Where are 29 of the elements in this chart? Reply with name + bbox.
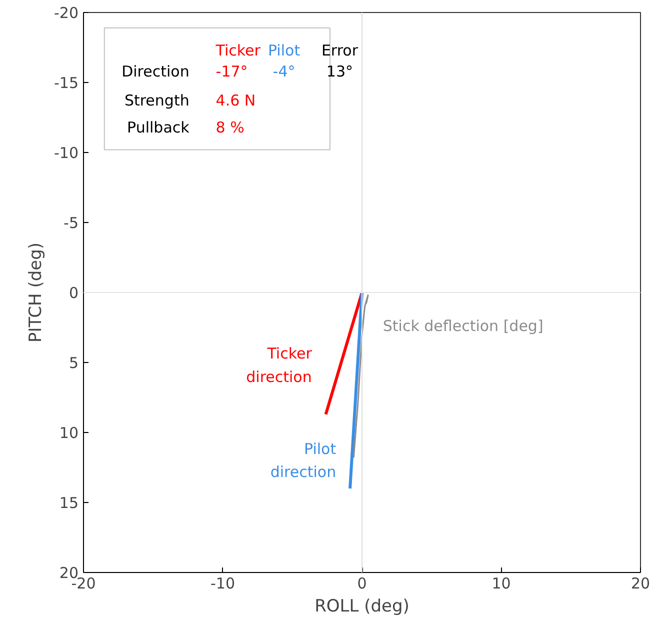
y-tick-label: -15 [54,74,78,92]
y-tick-label: -10 [54,144,78,162]
x-tick-label: 0 [357,574,367,592]
x-tick-label: 10 [492,574,511,592]
annotation: Error [321,41,359,60]
annotation: Ticker [214,41,262,60]
series-label: Pilot direction [270,440,336,482]
annotation: 13° [326,62,354,80]
annotation: -4° [272,62,296,80]
y-tick-label: 15 [59,494,79,512]
y-axis-title: PITCH (deg) [26,242,46,343]
x-tick-label: 20 [630,574,650,592]
x-axis-title: ROLL (deg) [314,596,410,616]
x-tick-label: -10 [210,574,235,592]
y-tick-label: 5 [68,354,79,372]
annotation: Strength [124,92,190,110]
series-label: Ticker direction [246,344,313,386]
annotation: Pullback [127,118,190,136]
line-series [352,294,369,458]
series-label: Stick deflection [deg] [382,317,544,336]
y-tick-label: 10 [59,424,79,442]
y-tick-label: 0 [68,284,79,302]
y-tick-label: -5 [64,214,79,232]
annotation: -17° [216,62,248,80]
annotation: 4.6 N [216,92,256,110]
y-tick-label: -20 [54,4,78,22]
annotation: 8 % [216,118,244,136]
annotation: Direction [122,62,190,80]
annotation: Pilot [268,41,300,60]
